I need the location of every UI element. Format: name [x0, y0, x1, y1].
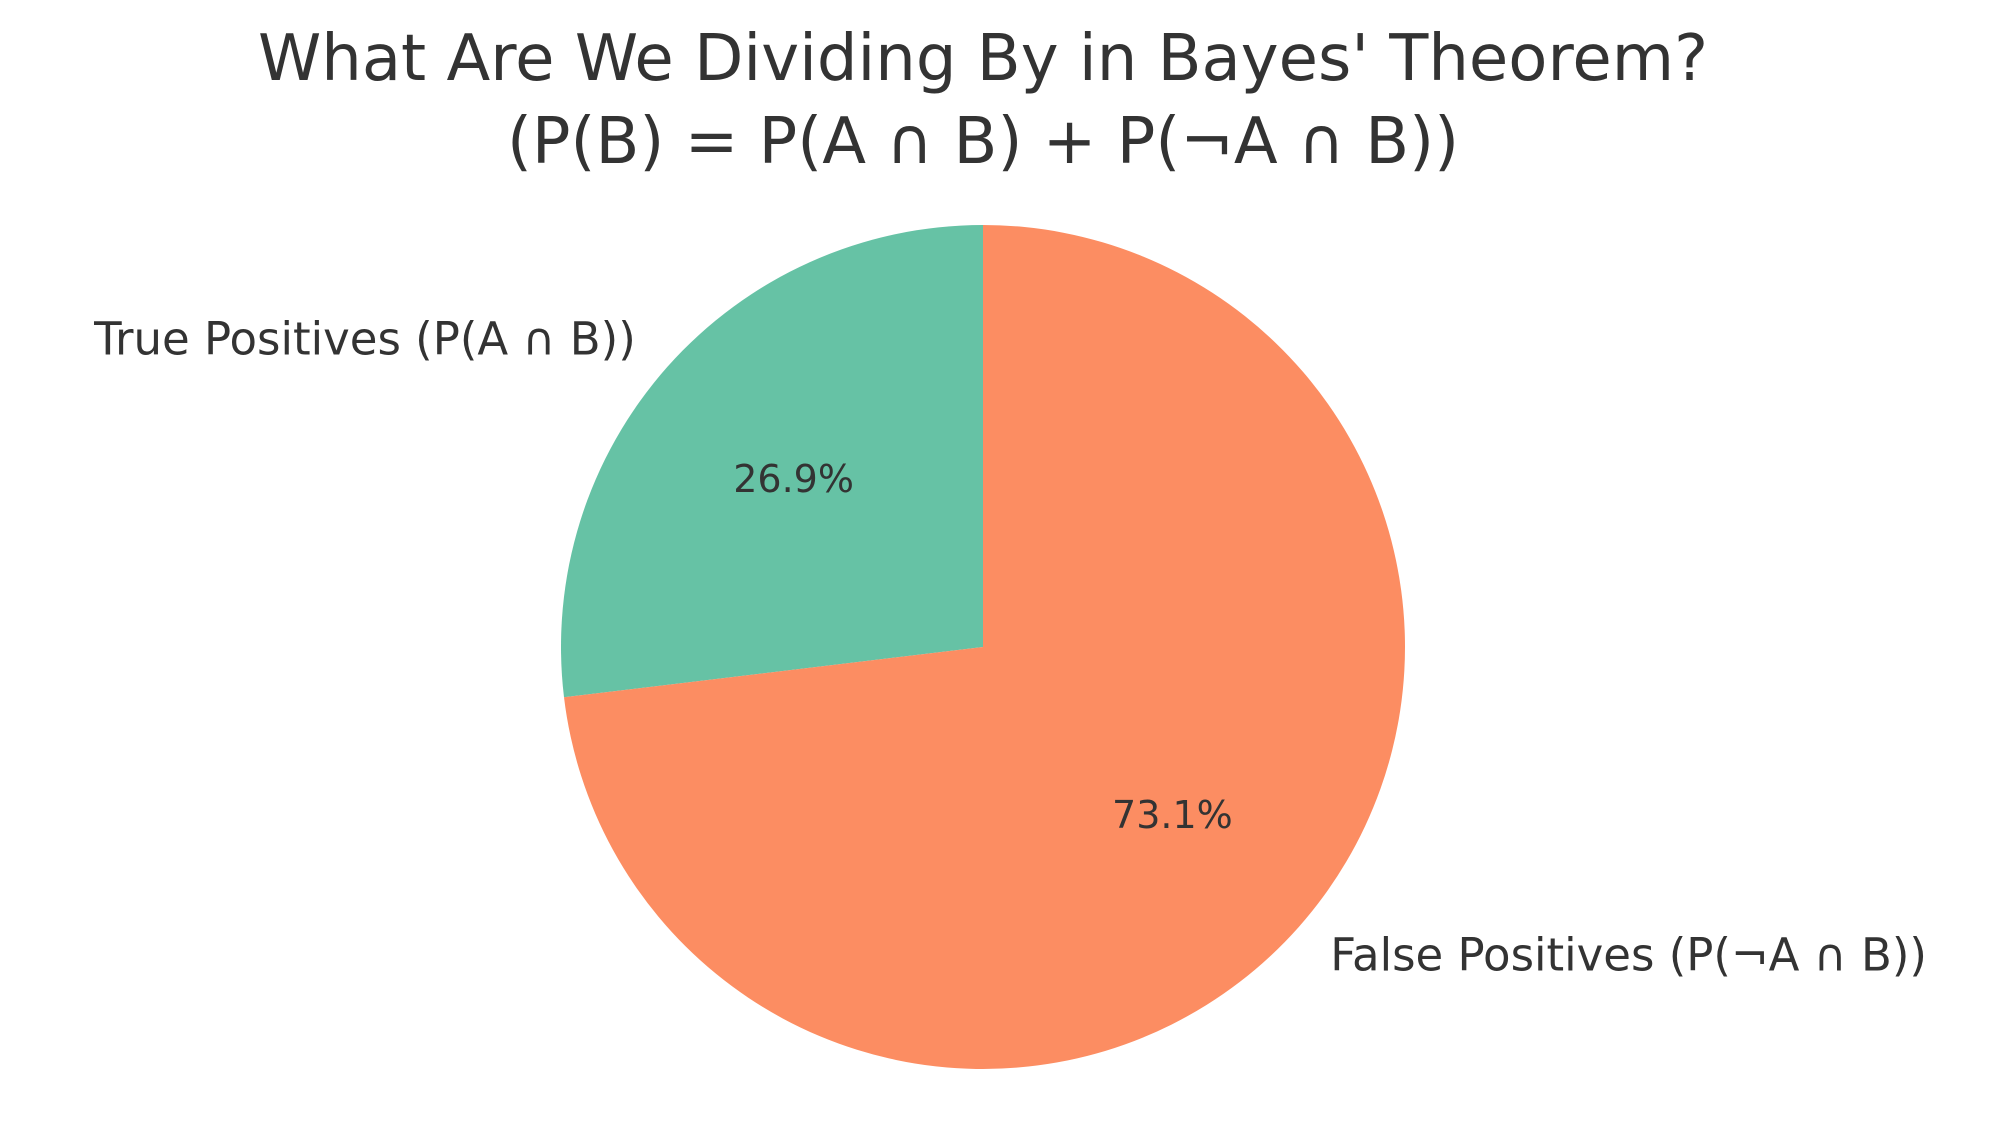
pie-labels: 26.9% True Positives (P(A ∩ B)) 73.1% False… — [93, 312, 1927, 981]
pie-slice-2 — [564, 224, 1405, 1069]
chart-title-line-1: What Are We Dividing By in Bayes' Theore… — [258, 22, 1708, 96]
slice-category-label-2: False Positives (P(¬A ∩ B)) — [1330, 929, 1927, 982]
slice-percent-label-1: 26.9% — [733, 457, 854, 501]
chart-title-line-2: (P(B) = P(A ∩ B) + P(¬A ∩ B)) — [507, 105, 1459, 179]
pie-slice-1 — [561, 225, 983, 698]
slice-category-label-1: True Positives (P(A ∩ B)) — [93, 312, 636, 365]
pie-slices — [561, 224, 1405, 1069]
slice-percent-label-2: 73.1% — [1112, 793, 1233, 837]
